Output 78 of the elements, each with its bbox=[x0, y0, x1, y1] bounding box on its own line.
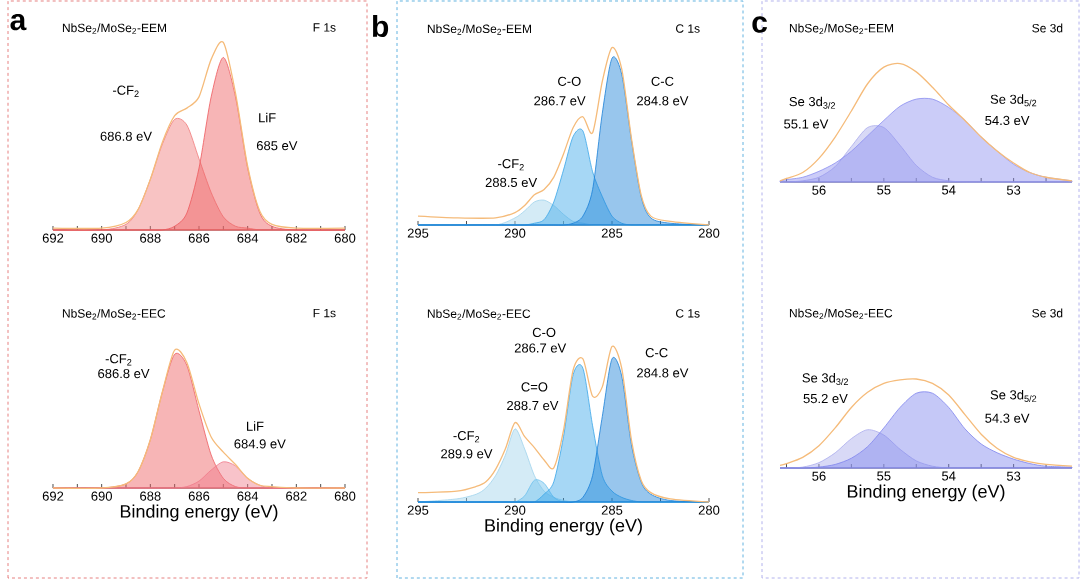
annotation: 685 eV bbox=[256, 141, 298, 151]
x-tick-label: 692 bbox=[42, 491, 64, 501]
x-tick-label: 53 bbox=[1006, 471, 1021, 481]
x-tick-label: 688 bbox=[140, 233, 161, 243]
x-tick-label: 280 bbox=[698, 228, 720, 238]
annotation: -CF$_{2}$ bbox=[453, 431, 480, 443]
x-tick-label: 54 bbox=[942, 471, 956, 481]
chart-title: NbSe$_{2}$/MoSe$_{2}$-EEC bbox=[427, 309, 531, 320]
x-tick-label: 686 bbox=[188, 233, 210, 243]
annotation: 686.8 eV bbox=[100, 131, 152, 141]
x-tick-label: 690 bbox=[91, 233, 112, 243]
x-tick-label: 682 bbox=[286, 233, 307, 243]
annotation: C=O bbox=[521, 382, 548, 392]
annotation: 288.5 eV bbox=[485, 177, 538, 188]
x-tick-label: 55 bbox=[877, 471, 891, 481]
x-tick-label: 684 bbox=[237, 491, 259, 501]
chart-title: NbSe$_{2}$/MoSe$_{2}$-EEC bbox=[62, 308, 166, 320]
text: C-O bbox=[532, 327, 556, 338]
x-tick-label: 295 bbox=[407, 228, 429, 238]
annotation: LiF bbox=[259, 112, 276, 123]
annotation: 289.9 eV bbox=[441, 449, 493, 459]
chart-title: NbSe$_{2}$/MoSe$_{2}$-EEM bbox=[62, 23, 167, 34]
annotation: Se 3d$_{5/2}$ bbox=[990, 94, 1037, 107]
annotation: 54.3 eV bbox=[985, 413, 1030, 423]
x-tick-label: 290 bbox=[504, 228, 526, 238]
annotation: Se 3d$_{3/2}$ bbox=[789, 96, 836, 109]
chart-subtitle: Se 3d bbox=[1032, 23, 1063, 33]
annotation: C-C bbox=[645, 348, 668, 358]
annotation: 684.9 eV bbox=[234, 439, 286, 449]
chart-subtitle: C 1s bbox=[676, 24, 700, 33]
annotation: 55.1 eV bbox=[784, 119, 829, 129]
x-tick-label: 285 bbox=[601, 505, 623, 515]
annotation: 54.3 eV bbox=[985, 115, 1030, 126]
chart-title: NbSe$_{2}$/MoSe$_{2}$-EEM bbox=[427, 24, 531, 35]
chart-subtitle: Se 3d bbox=[1032, 308, 1063, 318]
x-tick-label: 285 bbox=[601, 228, 623, 238]
chart-title: NbSe$_{2}$/MoSe$_{2}$-EEC bbox=[789, 308, 893, 320]
x-tick-label: 55 bbox=[877, 185, 891, 195]
x-tick-label: 684 bbox=[237, 233, 259, 243]
x-axis-title: Binding energy (eV) bbox=[485, 518, 642, 536]
x-tick-label: 682 bbox=[286, 491, 307, 501]
annotation: -CF$_{2}$ bbox=[498, 159, 524, 171]
x-tick-label: 56 bbox=[812, 471, 826, 481]
annotation: LiF bbox=[247, 421, 264, 431]
x-tick-label: 53 bbox=[1006, 185, 1021, 195]
x-tick-label: 280 bbox=[698, 505, 720, 515]
x-tick-label: 56 bbox=[812, 185, 826, 195]
text: c bbox=[752, 16, 768, 33]
chart-title: NbSe$_{2}$/MoSe$_{2}$-EEM bbox=[789, 23, 894, 35]
annotation: C-C bbox=[651, 76, 674, 86]
annotation: Se 3d$_{5/2}$ bbox=[990, 389, 1037, 402]
text: a bbox=[10, 13, 27, 31]
x-axis-title: Binding energy (eV) bbox=[847, 484, 1005, 502]
annotation: 286.7 eV bbox=[514, 343, 567, 353]
annotation: -CF$_{2}$ bbox=[112, 85, 139, 97]
annotation: 286.7 eV bbox=[534, 96, 586, 106]
x-tick-label: 688 bbox=[140, 491, 161, 501]
annotation: 284.8 eV bbox=[637, 96, 689, 106]
x-tick-label: 680 bbox=[334, 491, 356, 501]
annotation: 686.8 eV bbox=[98, 368, 150, 379]
annotation: 284.8 eV bbox=[637, 368, 689, 378]
x-tick-label: 692 bbox=[42, 233, 64, 243]
x-tick-label: 295 bbox=[407, 505, 429, 515]
annotation: C-O bbox=[558, 76, 581, 86]
chart-subtitle: C 1s bbox=[676, 309, 700, 318]
x-tick-label: 680 bbox=[334, 233, 356, 243]
x-tick-label: 290 bbox=[504, 505, 526, 515]
x-tick-label: 686 bbox=[188, 491, 210, 501]
x-tick-label: 54 bbox=[942, 185, 956, 195]
x-tick-label: 690 bbox=[91, 491, 112, 501]
annotation: 55.2 eV bbox=[803, 393, 848, 404]
chart-subtitle: F 1s bbox=[313, 308, 336, 318]
chart-subtitle: F 1s bbox=[313, 23, 336, 32]
x-axis-title: Binding energy (eV) bbox=[120, 504, 278, 522]
annotation: -CF$_{2}$ bbox=[105, 354, 132, 366]
annotation: Se 3d$_{3/2}$ bbox=[802, 372, 849, 385]
annotation: 288.7 eV bbox=[507, 400, 559, 411]
text: b bbox=[372, 15, 389, 38]
